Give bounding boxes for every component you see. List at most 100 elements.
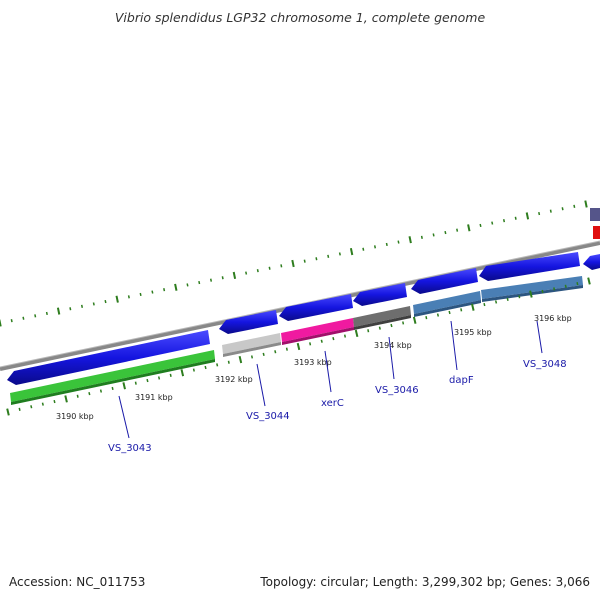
gene-xerC-arrow[interactable] xyxy=(279,294,353,321)
inner-ring-tick xyxy=(332,337,335,341)
outer-ring-tick xyxy=(174,283,178,291)
gene-xerC-band[interactable] xyxy=(281,318,354,345)
inner-ring-tick xyxy=(448,310,451,315)
leader-xerC xyxy=(324,350,332,393)
inner-ring-tick xyxy=(30,405,33,409)
scale-labels: 3190 kbp 3191 kbp 3192 kbp 3193 kbp 3194… xyxy=(56,314,572,421)
leader-VS_3046 xyxy=(388,336,395,380)
inner-ring-tick xyxy=(227,360,230,364)
outer-ring-tick xyxy=(479,223,482,228)
outer-ring-tick xyxy=(198,280,201,285)
inner-ring-tick xyxy=(576,282,579,286)
inner-ring-tick xyxy=(402,321,405,325)
inner-ring-tick xyxy=(367,329,370,333)
inner-ring-tick xyxy=(541,289,544,294)
inner-ring-tick xyxy=(180,369,185,377)
gene-VS_3048-band[interactable] xyxy=(481,276,583,302)
edge-feature-purple[interactable] xyxy=(590,208,600,221)
inner-ring-tick xyxy=(18,407,21,411)
outer-ring-tick xyxy=(92,302,95,306)
inner-ring-tick xyxy=(518,295,521,299)
outer-ring-tick xyxy=(115,295,119,303)
gene-dapF-band[interactable] xyxy=(413,291,481,317)
inner-ring-tick xyxy=(425,316,428,320)
accession-text: Accession: NC_011753 xyxy=(9,575,146,589)
inner-ring-tick xyxy=(192,368,195,372)
outer-ring-tick xyxy=(408,236,412,244)
outer-ring-tick xyxy=(232,271,237,280)
inner-ring-tick xyxy=(88,392,91,396)
outer-ring-tick xyxy=(245,271,248,275)
gene-VS_3043-arrow[interactable] xyxy=(7,330,210,385)
edge-feature-red[interactable] xyxy=(593,226,600,239)
inner-ring-tick xyxy=(553,287,556,291)
inner-ring-tick xyxy=(204,365,207,370)
inner-ring-tick xyxy=(412,316,417,324)
outer-ring-tick xyxy=(456,228,459,232)
gene-label-VS_3046[interactable]: VS_3046 xyxy=(375,385,419,396)
genome-backbone-highlight xyxy=(0,240,600,368)
inner-ring-tick xyxy=(122,382,126,390)
gene-VS_3044-arrow[interactable] xyxy=(219,310,278,334)
outer-ring-tick xyxy=(432,233,435,237)
gene-VS_3043-band[interactable] xyxy=(10,350,215,405)
inner-ring-tick xyxy=(99,389,103,393)
outer-ring-tick xyxy=(373,245,377,249)
inner-ring-tick xyxy=(262,352,265,356)
outer-ring-tick xyxy=(69,307,72,311)
outer-ring-tick xyxy=(45,311,48,316)
inner-ring-tick xyxy=(216,363,219,367)
inner-ring-tick xyxy=(483,302,486,307)
inner-ring-tick xyxy=(285,347,288,351)
outer-ring-tick xyxy=(549,209,552,213)
inner-ring-tick xyxy=(296,342,301,351)
gene-label-xerC[interactable]: xerC xyxy=(321,398,344,409)
inner-ring-tick xyxy=(390,323,393,328)
inner-ring-tick xyxy=(76,394,79,398)
outer-ring-tick xyxy=(280,264,283,268)
leader-VS_3048 xyxy=(536,320,543,354)
gene-VS_3044-band[interactable] xyxy=(222,333,281,357)
gene-VS_3046-arrow[interactable] xyxy=(353,283,407,306)
inner-ring-tick xyxy=(274,350,277,354)
outer-ring-tick xyxy=(573,204,576,208)
outer-ring-tick xyxy=(362,247,365,251)
scale-label-3191: 3191 kbp xyxy=(135,393,173,402)
inner-ring-tick xyxy=(146,378,149,383)
topology-summary-text: Topology: circular; Length: 3,299,302 bp… xyxy=(260,575,590,589)
gene-label-VS_3048[interactable]: VS_3048 xyxy=(523,359,567,370)
outer-ring-tick xyxy=(127,295,130,299)
page-title: Vibrio splendidus LGP32 chromosome 1, co… xyxy=(114,10,486,25)
gene-VS_3046-band[interactable] xyxy=(353,306,411,330)
gene-edge-arrow[interactable] xyxy=(583,254,600,270)
outer-ring-tick xyxy=(34,314,37,318)
inner-ring-tick xyxy=(320,339,323,343)
gene-dapF-arrow[interactable] xyxy=(411,268,478,294)
gene-label-VS_3043[interactable]: VS_3043 xyxy=(108,443,152,454)
scale-label-3194: 3194 kbp xyxy=(374,341,412,350)
outer-ring-tick xyxy=(303,259,306,263)
gene-label-dapF[interactable]: dapF xyxy=(449,375,474,386)
outer-ring-tick xyxy=(525,212,530,220)
outer-ring-tick xyxy=(56,307,61,315)
gene-VS_3048-arrow[interactable] xyxy=(479,252,580,281)
scale-label-3196: 3196 kbp xyxy=(534,314,572,323)
outer-ring-tick xyxy=(209,278,213,282)
inner-ring-tick xyxy=(250,355,254,359)
inner-ring-tick xyxy=(494,300,498,304)
inner-ring-tick xyxy=(53,399,56,404)
outer-ring-tick xyxy=(514,216,517,220)
inner-ring-tick xyxy=(564,284,567,288)
outer-ring-tick xyxy=(561,207,564,211)
inner-ring-tick xyxy=(343,334,347,338)
inner-ring-tick xyxy=(111,386,114,391)
gene-label-VS_3044[interactable]: VS_3044 xyxy=(246,411,290,422)
inner-ring-tick xyxy=(378,326,381,330)
outer-ring-tick xyxy=(420,235,423,239)
scale-label-3192: 3192 kbp xyxy=(215,375,253,384)
inner-ring-tick xyxy=(587,277,591,285)
outer-ring-tick xyxy=(467,224,471,232)
inner-ring-tick xyxy=(471,303,475,311)
outer-ring-tick xyxy=(104,299,107,304)
